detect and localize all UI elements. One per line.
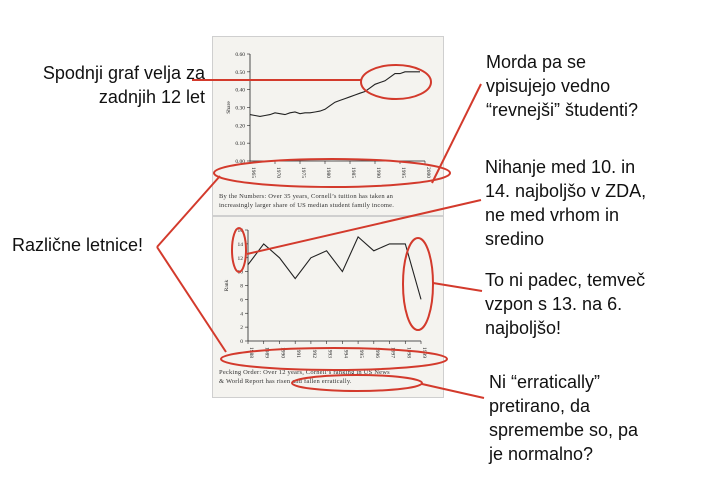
x-tick-label: 1985 [350,167,356,178]
note-top-right: Morda pa se vpisujejo vedno “revnejši” š… [486,50,638,122]
x-tick-label: 1996 [374,347,380,358]
note-line: Ni “erratically” [489,372,601,392]
caption-top: By the Numbers: Over 35 years, Cornell’s… [219,192,394,210]
note-line: Spodnji graf velja za [42,63,205,83]
x-tick-label: 1975 [300,167,306,178]
y-tick-label: 0.40 [235,88,245,94]
x-tick-label: 1990 [375,167,381,178]
x-tick-label: 2000 [425,167,431,178]
note-line: “revnejši” študenti? [486,100,639,120]
x-tick-label: 1991 [295,347,301,358]
note-mid-right: Nihanje med 10. in 14. najboljšo v ZDA, … [485,155,646,251]
note-line: sredino [485,229,545,249]
note-line: spremembe so, pa [489,420,639,440]
note-line: pretirano, da [489,396,591,416]
x-tick-label: 1992 [311,347,317,358]
note-line: 14. najboljšo v ZDA, [485,181,647,201]
note-bottom-right: Ni “erratically” pretirano, da spremembe… [489,370,638,466]
y-tick-label: 6 [240,297,243,303]
y-tick-label: 0.60 [235,52,245,58]
y-tick-label: 16 [238,228,244,234]
x-tick-label: 1990 [279,347,285,358]
y-tick-label: 0.20 [235,123,245,129]
note-line: zadnjih 12 let [98,87,205,107]
series-line [247,235,422,300]
x-tick-label: 1988 [248,347,254,358]
x-tick-label: 1999 [421,347,427,358]
scan-bottom-chart: 16 14 12 10 8 6 4 2 0 1988 1989 1990 1991 1992 1993 199… [212,216,444,398]
note-line: ne med vrhom in [485,205,620,225]
y-tick-label: 0.10 [235,141,245,147]
x-tick-label: 1998 [405,347,411,358]
y-axis-label: Share [226,101,232,114]
x-tick-label: 1970 [275,167,281,178]
y-tick-label: 8 [240,284,243,290]
scan-top-chart: 0.60 0.50 0.40 0.30 0.20 0.10 0.00 1965 1970 1975… [212,36,444,216]
note-line: najboljšo! [485,318,562,338]
caption-line: Pecking Order: Over 12 years, Cornell’s … [219,369,390,376]
caption-line: By the Numbers: Over 35 years, Cornell’s… [219,193,394,200]
x-tick-label: 1965 [250,167,256,178]
x-tick-label: 1995 [400,167,406,178]
caption-bottom: Pecking Order: Over 12 years, Cornell’s … [219,368,390,386]
note-line: Morda pa se [486,52,587,72]
x-tick-label: 1994 [342,347,348,358]
y-tick-label: 0.30 [235,106,245,112]
note-line: Različne letnice! [12,235,144,255]
note-line: Nihanje med 10. in [485,157,636,177]
note-line: vpisujejo vedno [486,76,611,96]
x-tick-label: 1980 [325,167,331,178]
y-tick-label: 4 [240,311,243,317]
note-line: To ni padec, temveč [485,270,646,290]
share-line-chart: 0.60 0.50 0.40 0.30 0.20 0.10 0.00 1965 1970 1975… [226,52,431,178]
x-tick-label: 1997 [390,347,396,358]
y-tick-label: 0.00 [235,159,245,165]
rank-line-chart: 16 14 12 10 8 6 4 2 0 1988 1989 1990 1991 1992 1993 199… [224,228,427,358]
y-tick-label: 2 [240,325,243,331]
note-low-right: To ni padec, temveč vzpon s 13. na 6. na… [485,268,645,340]
caption-line: & World Report has risen and fallen erra… [219,378,352,385]
note-top-left: Spodnji graf velja za zadnjih 12 let [30,61,205,109]
y-tick-label: 0 [240,339,243,345]
y-tick-label: 12 [238,256,244,262]
y-axis-label: Rank [224,279,230,291]
y-tick-label: 10 [238,270,244,276]
x-tick-label: 1989 [264,347,270,358]
caption-line: increasingly larger share of US median s… [219,202,395,209]
connector-line [156,175,221,248]
note-line: je normalno? [489,444,594,464]
note-left: Različne letnice! [12,233,143,257]
note-line: vzpon s 13. na 6. [485,294,623,314]
y-tick-label: 0.50 [235,70,245,76]
x-tick-label: 1993 [327,347,333,358]
series-line [249,71,420,117]
y-tick-label: 14 [238,242,244,248]
x-tick-label: 1995 [358,347,364,358]
